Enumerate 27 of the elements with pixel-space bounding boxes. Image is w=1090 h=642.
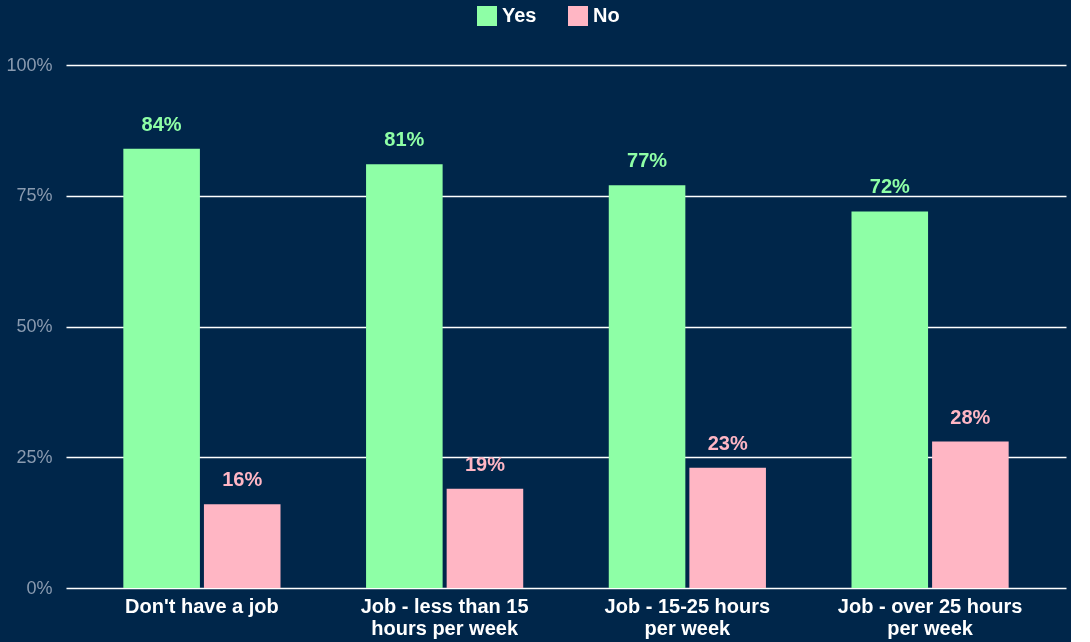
legend-label: Yes (502, 4, 537, 26)
data-label: 84% (141, 112, 182, 135)
bar (123, 148, 200, 588)
legend-label: No (593, 4, 620, 26)
y-tick-label: 100% (6, 54, 53, 75)
x-tick-label: Don't have a job (125, 594, 279, 617)
y-tick-label: 75% (16, 185, 53, 206)
bar (851, 211, 929, 588)
x-tick-label: Job - less than 15 hours per week (360, 594, 529, 639)
x-tick-label: Job - 15-25 hours per week (604, 594, 771, 639)
data-label: 28% (950, 405, 991, 428)
data-label: 77% (627, 149, 668, 172)
data-label: 81% (384, 128, 425, 151)
x-tick-label: Job - over 25 hours per week (837, 594, 1023, 639)
y-tick-label: 25% (16, 446, 53, 467)
bar (446, 488, 524, 588)
data-label: 72% (869, 175, 911, 198)
bar (932, 441, 1009, 588)
data-label: 23% (707, 431, 748, 454)
bar (203, 504, 281, 588)
y-tick-label: 0% (26, 577, 53, 598)
y-tick-label: 50% (16, 316, 53, 336)
data-label: 16% (222, 468, 263, 491)
bar (689, 467, 766, 588)
data-label: 19% (464, 452, 506, 475)
bar (608, 185, 686, 588)
bar (366, 164, 443, 588)
